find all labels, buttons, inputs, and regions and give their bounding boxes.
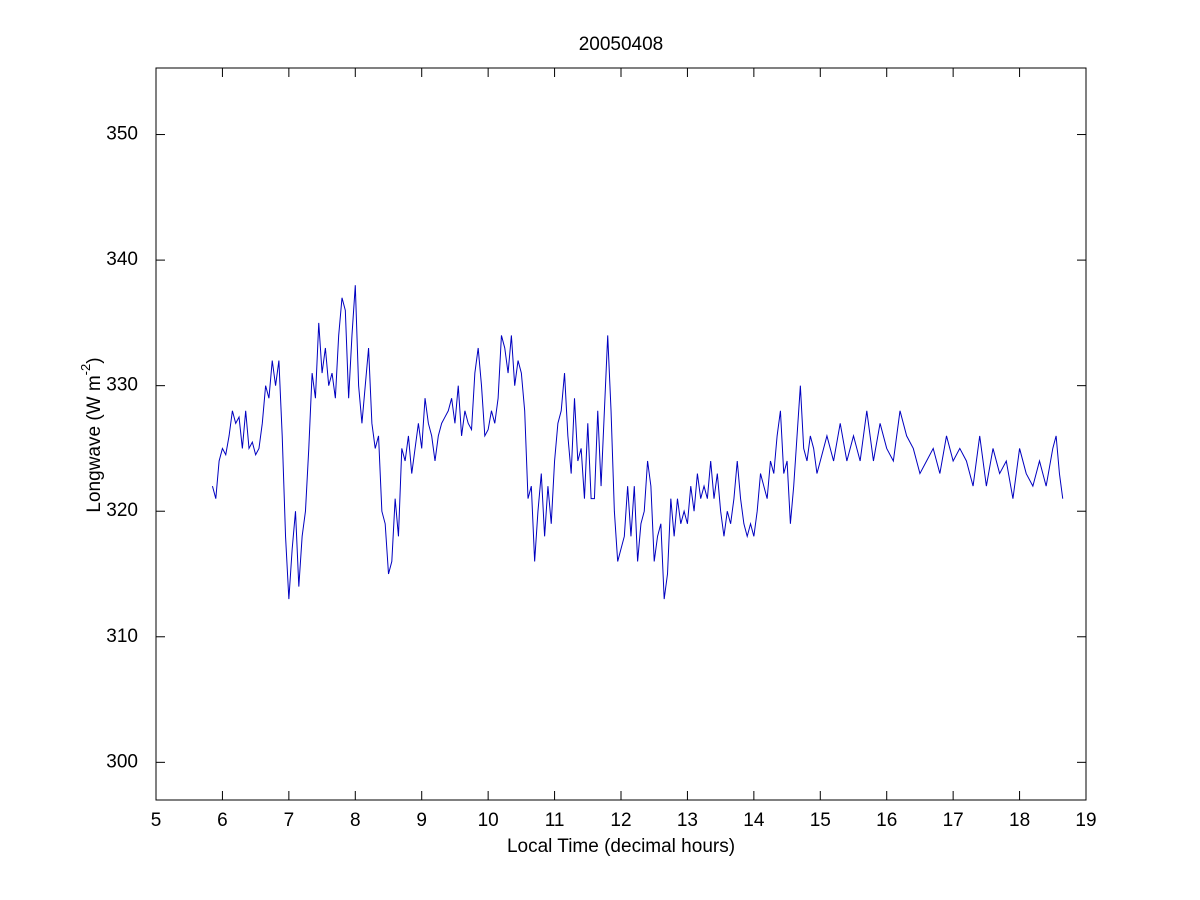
y-tick-label: 300 (106, 751, 138, 772)
y-axis-label-text: Longwave (W m (84, 375, 105, 512)
x-tick-label: 11 (545, 810, 565, 831)
x-tick-label: 8 (350, 810, 361, 831)
x-axis-label: Local Time (decimal hours) (507, 836, 735, 857)
x-tick-label: 14 (743, 810, 765, 831)
x-tick-label: 7 (284, 810, 295, 831)
y-axis-label-superscript: -2 (78, 364, 93, 376)
y-tick-label: 340 (106, 249, 138, 270)
x-tick-label: 12 (610, 810, 631, 831)
y-axis-label: Longwave (W m-2) (78, 357, 105, 512)
x-tick-label: 10 (478, 810, 499, 831)
x-tick-label: 5 (151, 810, 162, 831)
chart-title: 20050408 (579, 34, 664, 55)
y-tick-label: 310 (106, 626, 138, 647)
x-tick-label: 15 (810, 810, 831, 831)
y-axis-label-suffix: ) (84, 357, 105, 363)
y-tick-label: 320 (106, 500, 138, 521)
x-tick-label: 16 (876, 810, 897, 831)
data-line (211, 285, 1064, 600)
plot-frame (155, 67, 1087, 801)
x-tick-label: 18 (1009, 810, 1030, 831)
x-tick-label: 6 (217, 810, 228, 831)
y-tick-label: 330 (106, 375, 138, 396)
x-tick-label: 9 (416, 810, 427, 831)
x-tick-label: 19 (1075, 810, 1096, 831)
x-tick-label: 17 (943, 810, 964, 831)
y-tick-label: 350 (106, 124, 138, 145)
x-tick-label: 13 (677, 810, 698, 831)
